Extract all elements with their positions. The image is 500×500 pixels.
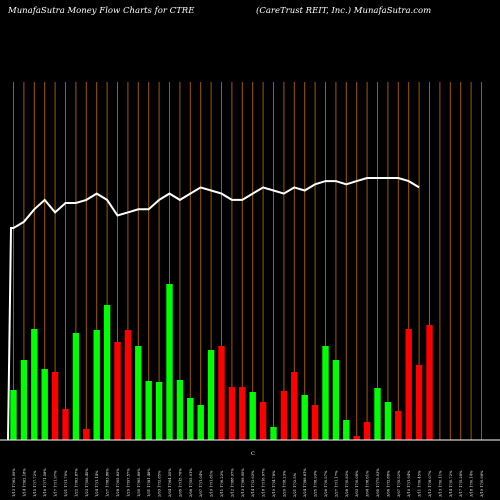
bar: [218, 346, 225, 440]
tick-label: 3/13 17/0.11%: [438, 470, 442, 497]
bar: [197, 405, 204, 440]
tick-label: 2/19 17/4.78%: [272, 470, 276, 497]
bar: [353, 436, 360, 440]
tick-label: 3/18 17/0.14%: [470, 470, 474, 497]
bar: [239, 387, 246, 440]
bar: [187, 398, 194, 440]
tick-label: 1/16 17/71.58%: [43, 468, 47, 497]
bar: [135, 346, 142, 440]
tick-label: 2/28 17/0.83%: [345, 470, 349, 497]
bar: [145, 381, 152, 440]
tick-label: 2/06 17/55.01%: [189, 468, 193, 497]
tick-label: 1/27 17/83.86%: [106, 468, 110, 497]
bar: [20, 360, 28, 440]
chart-title: MunafaSutra Money Flow Charts for CTRE: [8, 6, 195, 16]
bar: [343, 420, 350, 440]
bar: [363, 422, 371, 440]
bar: [176, 380, 184, 440]
bar: [259, 402, 267, 440]
bar: [280, 391, 288, 440]
bar: [155, 382, 163, 440]
bar: [166, 284, 173, 440]
tick-label: 2/13 17/88.95%: [241, 468, 245, 497]
tick-label: 2/07 17/1.04%: [199, 470, 203, 497]
bar: [228, 387, 236, 440]
tick-label: 1/31 17/81.48%: [147, 468, 151, 497]
bar: [31, 329, 38, 440]
tick-label: 2/14 17/2.63%: [251, 470, 255, 497]
tick-label: 1/14 17/62.18%: [22, 468, 26, 497]
bars: [10, 284, 433, 440]
bar: [415, 365, 423, 440]
bar: [124, 330, 132, 440]
tick-label: 3/03 17/0.08%: [355, 470, 359, 497]
bar: [374, 388, 381, 440]
tick-label: 2/21 17/2.5%: [293, 472, 297, 497]
bar: [301, 395, 308, 440]
money-flow-line: [7, 177, 420, 441]
bar: [10, 390, 17, 440]
tick-label: 1/23 17/08.45%: [85, 468, 89, 497]
tick-label: 3/19 17/0.98%: [480, 470, 484, 497]
bar: [62, 409, 69, 440]
bar: [405, 329, 412, 440]
tick-label: 3/04 17/8.61%: [366, 470, 370, 497]
bar: [291, 372, 298, 440]
tick-label: 2/25 17/8.93%: [314, 470, 318, 497]
bar: [270, 427, 277, 440]
tick-label: 3/10 17/1.94%: [407, 470, 411, 497]
tick-label: 1/15 17/7.72%: [33, 470, 37, 497]
bar: [207, 350, 215, 440]
tick-label: 2/27 17/1.17%: [334, 470, 338, 497]
tick-label: 3/14 17/0.72%: [449, 470, 453, 497]
tick-label: 3/12 17/8.07%: [428, 470, 432, 497]
tick-label: 2/20 17/8.23%: [282, 470, 286, 497]
tick-label: 2/03 17/2.85%: [158, 470, 162, 497]
tick-label: 3/05 17/75.03%: [376, 468, 380, 497]
tick-label: 1/22 17/62.87%: [74, 468, 78, 497]
bar: [384, 402, 392, 440]
tick-label: 2/18 17/16.67%: [262, 468, 266, 497]
x-axis-marker: C: [251, 451, 255, 457]
bar: [311, 405, 319, 440]
tick-label: 1/24 17/1.14%: [95, 470, 99, 497]
chart-subtitle: (CareTrust REIT, Inc.) MunafaSutra.com: [256, 6, 432, 16]
bar: [322, 346, 329, 440]
tick-label: 3/17 17/5.28%: [459, 470, 463, 497]
bar: [426, 325, 433, 440]
bar: [103, 305, 111, 440]
tick-label: 2/26 17/0.57%: [324, 470, 328, 497]
bar: [249, 392, 256, 440]
tick-label: 2/12 17/88.07%: [230, 468, 234, 497]
tick-label: 3/06 17/2.88%: [386, 470, 390, 497]
bar: [41, 369, 48, 440]
tick-label: 2/10 17/1.81%: [210, 470, 214, 497]
tick-label: 1/17 17/1.97%: [54, 470, 58, 497]
bar: [332, 360, 340, 440]
tick-label: 1/29 17/97.57%: [126, 468, 130, 497]
tick-label: 1/21 17/1.79%: [64, 470, 68, 497]
tick-label: 2/04 17/64.55%: [168, 468, 172, 497]
tick-label: 1/30 17/65.89%: [137, 468, 141, 497]
tick-label: 3/07 17/5.52%: [397, 470, 401, 497]
bar: [114, 342, 121, 440]
bar: [93, 330, 100, 440]
tick-label: 1/13 17/62.99%: [12, 468, 16, 497]
bar: [72, 333, 80, 440]
bar: [51, 372, 59, 440]
tick-label: 2/11 17/6.23%: [220, 470, 224, 497]
bar: [395, 411, 402, 440]
tick-label: 2/24 17/88.81%: [303, 468, 307, 497]
tick-label: 3/11 17/0.45%: [418, 470, 422, 497]
x-tick-labels: 1/13 17/62.99% 1/14 17/62.18% 1/15 17/7.72…: [12, 468, 484, 497]
bar: [83, 429, 90, 440]
tick-label: 2/05 17/15.76%: [178, 468, 182, 497]
tick-label: 1/28 17/05.82%: [116, 468, 120, 497]
